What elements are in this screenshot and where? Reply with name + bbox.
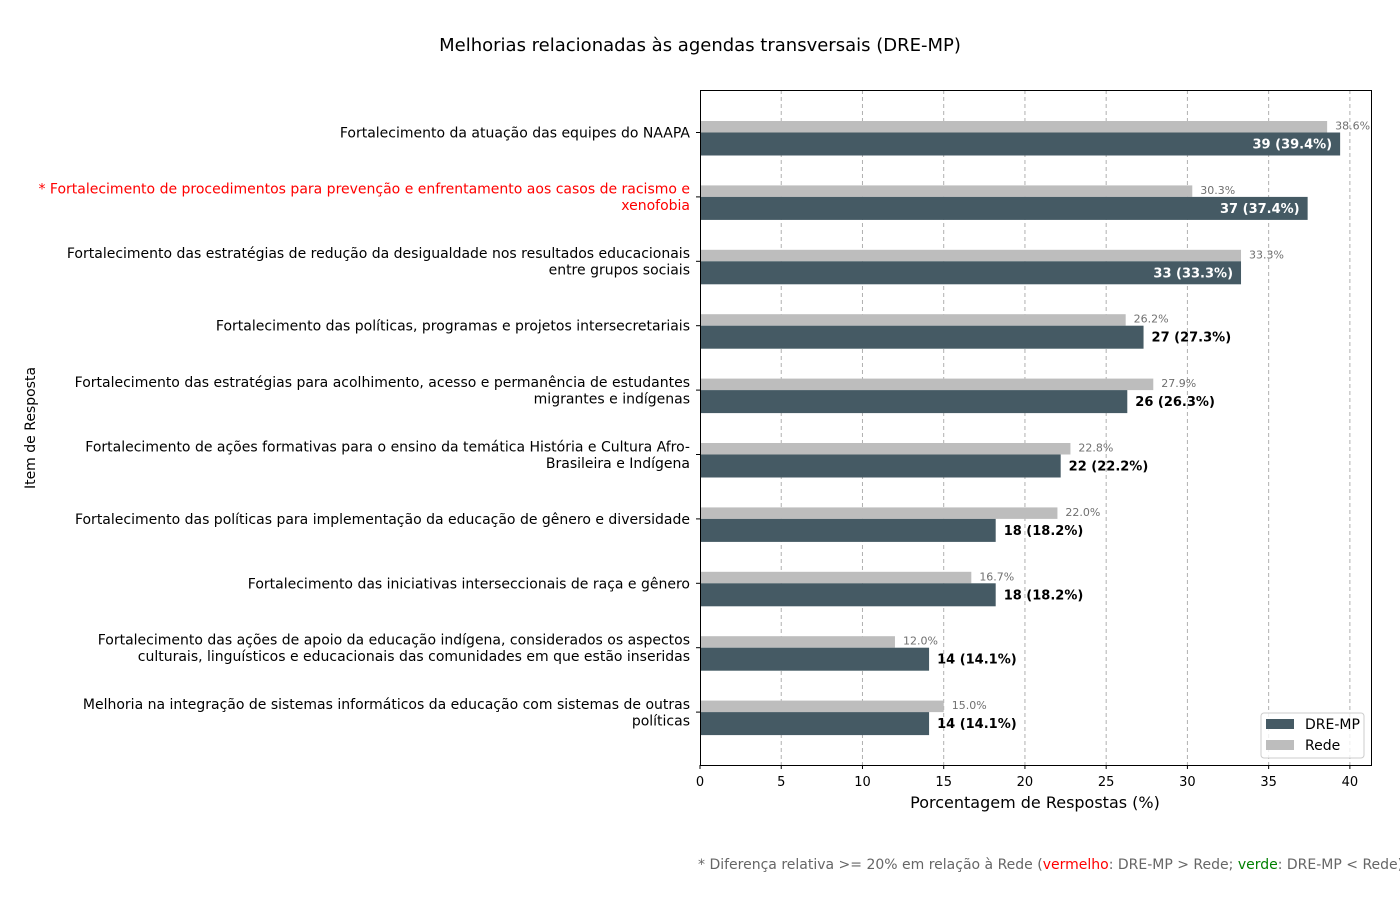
- bar-rede: [700, 378, 1154, 391]
- y-tick-label: Fortalecimento das estratégias para acol…: [75, 375, 690, 408]
- bar-dre-mp: [700, 325, 1144, 349]
- bars: [700, 121, 1341, 736]
- bar-label-dre-mp: 33 (33.3%): [1153, 266, 1233, 281]
- x-tick-label: 40: [1342, 775, 1359, 790]
- bar-value-labels: 38.6%39 (39.4%) 30.3% 37 (37.4%) 33.3% 33 (3…: [903, 120, 1370, 733]
- y-tick-label: * Fortalecimento de procedimentos para p…: [38, 182, 690, 215]
- y-tick-label-line: Melhoria na integração de sistemas infor…: [83, 697, 690, 713]
- bar-label-rede: 22.8%: [1078, 442, 1113, 455]
- bar-dre-mp: [700, 196, 1308, 220]
- y-tick-label: Fortalecimento das políticas para implem…: [75, 512, 690, 528]
- x-tick-label: 0: [696, 775, 704, 790]
- bar-label-dre-mp: 27 (27.3%): [1152, 331, 1232, 346]
- bar-rede: [700, 185, 1193, 197]
- y-tick-label: Melhoria na integração de sistemas infor…: [83, 697, 690, 730]
- y-tick-label: Fortalecimento da atuação das equipes do…: [340, 126, 691, 142]
- bar-label-rede: 15.0%: [952, 699, 987, 712]
- bar-label-rede: 12.0%: [903, 635, 938, 648]
- bar-dre-mp: [700, 518, 996, 542]
- x-tick-label: 30: [1179, 775, 1196, 790]
- bar-rede: [700, 636, 895, 648]
- bar-rede: [700, 314, 1126, 326]
- y-axis: Fortalecimento da atuação das equipes do…: [38, 126, 700, 730]
- y-tick-label: Fortalecimento das iniciativas intersecc…: [248, 576, 690, 592]
- bar-dre-mp: [700, 132, 1341, 156]
- legend-label: DRE-MP: [1305, 717, 1360, 733]
- bar-dre-mp: [700, 261, 1242, 285]
- y-tick-label: Fortalecimento de ações formativas para …: [85, 439, 690, 472]
- footnote-part3: : DRE-MP < Rede): [1277, 857, 1400, 873]
- y-tick-label-line: migrantes e indígenas: [534, 391, 690, 407]
- x-tick-label: 35: [1260, 775, 1277, 790]
- legend-label: Rede: [1305, 738, 1340, 754]
- bar-dre-mp: [700, 647, 930, 671]
- legend-swatch: [1266, 719, 1294, 729]
- bar-label-dre-mp: 39 (39.4%): [1253, 138, 1333, 153]
- legend-swatch: [1266, 740, 1294, 750]
- plot-frame: [700, 90, 1372, 766]
- x-tick-label: 20: [1017, 775, 1034, 790]
- y-tick-label-line: xenofobia: [621, 198, 690, 214]
- y-tick-label-line: * Fortalecimento de procedimentos para p…: [38, 182, 690, 198]
- y-tick-label-line: Fortalecimento das políticas, programas …: [216, 319, 690, 335]
- y-tick-label: Fortalecimento das políticas, programas …: [216, 319, 690, 335]
- chart-title: Melhorias relacionadas às agendas transv…: [439, 35, 961, 56]
- bar-label-rede: 30.3%: [1200, 184, 1235, 197]
- bar-label-dre-mp: 22 (22.2%): [1069, 460, 1149, 475]
- bar-label-dre-mp: 14 (14.1%): [937, 717, 1017, 732]
- x-tick-label: 25: [1098, 775, 1115, 790]
- bar-rede: [700, 121, 1328, 133]
- x-axis: 0 5 10 15 20 25 30 35 40: [696, 765, 1358, 790]
- bar-label-rede: 22.0%: [1065, 506, 1100, 519]
- y-tick-label-line: Fortalecimento das ações de apoio da edu…: [98, 632, 690, 648]
- y-tick-label-line: Fortalecimento das estratégias de reduçã…: [67, 246, 690, 262]
- footnote-part1: * Diferença relativa >= 20% em relação à…: [698, 857, 1043, 873]
- footnote-part2: : DRE-MP > Rede;: [1108, 857, 1238, 873]
- bar-rede: [700, 443, 1071, 455]
- bar-dre-mp: [700, 583, 996, 607]
- y-tick-label: Fortalecimento das estratégias de reduçã…: [67, 246, 690, 279]
- y-tick-label-line: Fortalecimento das políticas para implem…: [75, 512, 690, 528]
- y-axis-label: Item de Resposta: [23, 367, 39, 489]
- y-tick-label: Fortalecimento das ações de apoio da edu…: [98, 632, 690, 665]
- bar-label-rede: 27.9%: [1161, 377, 1196, 390]
- x-tick-label: 10: [854, 775, 871, 790]
- y-tick-label-line: políticas: [632, 713, 690, 729]
- bar-rede: [700, 507, 1058, 519]
- bar-label-rede: 16.7%: [979, 570, 1014, 583]
- x-axis-label: Porcentagem de Respostas (%): [910, 793, 1160, 812]
- x-tick-label: 5: [777, 775, 785, 790]
- y-tick-label-line: entre grupos sociais: [549, 263, 690, 279]
- bar-label-dre-mp: 18 (18.2%): [1004, 588, 1084, 603]
- y-tick-label-line: Fortalecimento das estratégias para acol…: [75, 375, 690, 391]
- bar-rede: [700, 700, 944, 713]
- y-tick-label-line: Brasileira e Indígena: [546, 456, 690, 472]
- bar-label-dre-mp: 37 (37.4%): [1220, 202, 1300, 217]
- bar-label-rede: 26.2%: [1134, 313, 1169, 326]
- bar-label-rede: 33.3%: [1249, 248, 1284, 261]
- y-tick-label-line: Fortalecimento das iniciativas intersecc…: [248, 576, 690, 592]
- bar-label-dre-mp: 14 (14.1%): [937, 653, 1017, 668]
- bar-label-rede: 38.6%: [1335, 120, 1370, 133]
- bar-dre-mp: [700, 390, 1128, 414]
- y-tick-label-line: culturais, linguísticos e educacionais d…: [138, 649, 690, 665]
- y-tick-label-line: Fortalecimento da atuação das equipes do…: [340, 126, 691, 142]
- footnote-red-word: vermelho: [1042, 857, 1109, 873]
- footnote: * Diferença relativa >= 20% em relação à…: [698, 857, 1400, 873]
- legend: DRE-MP Rede: [1260, 712, 1365, 759]
- bar-rede: [700, 571, 972, 584]
- bar-label-dre-mp: 18 (18.2%): [1004, 524, 1084, 539]
- footnote-green-word: verde: [1237, 857, 1278, 873]
- x-tick-label: 15: [935, 775, 952, 790]
- bar-label-dre-mp: 26 (26.3%): [1135, 395, 1215, 410]
- bar-dre-mp: [700, 454, 1061, 478]
- bar-dre-mp: [700, 712, 930, 736]
- y-tick-label-line: Fortalecimento de ações formativas para …: [85, 439, 690, 455]
- bar-rede: [700, 249, 1242, 262]
